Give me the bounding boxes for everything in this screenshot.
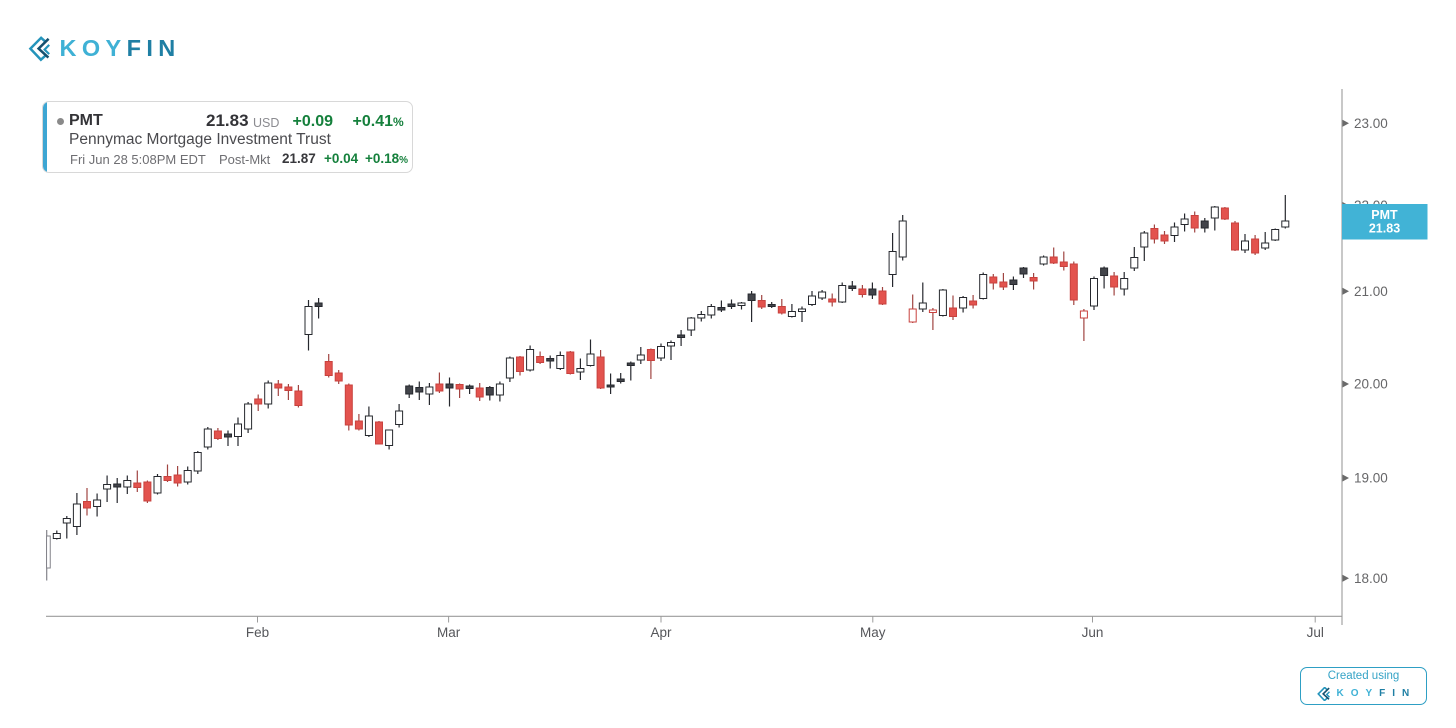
svg-text:19.00: 19.00 bbox=[1354, 471, 1388, 486]
svg-text:Jul: Jul bbox=[1307, 625, 1324, 640]
svg-text:Mar: Mar bbox=[437, 625, 461, 640]
svg-text:20.00: 20.00 bbox=[1354, 377, 1388, 392]
svg-text:May: May bbox=[860, 625, 886, 640]
svg-text:23.00: 23.00 bbox=[1354, 116, 1388, 131]
svg-text:Jun: Jun bbox=[1082, 625, 1104, 640]
svg-text:Feb: Feb bbox=[246, 625, 269, 640]
svg-text:21.83: 21.83 bbox=[1369, 222, 1400, 236]
svg-text:21.00: 21.00 bbox=[1354, 284, 1388, 299]
svg-text:Apr: Apr bbox=[650, 625, 672, 640]
svg-text:PMT: PMT bbox=[1371, 208, 1398, 222]
svg-text:18.00: 18.00 bbox=[1354, 571, 1388, 586]
